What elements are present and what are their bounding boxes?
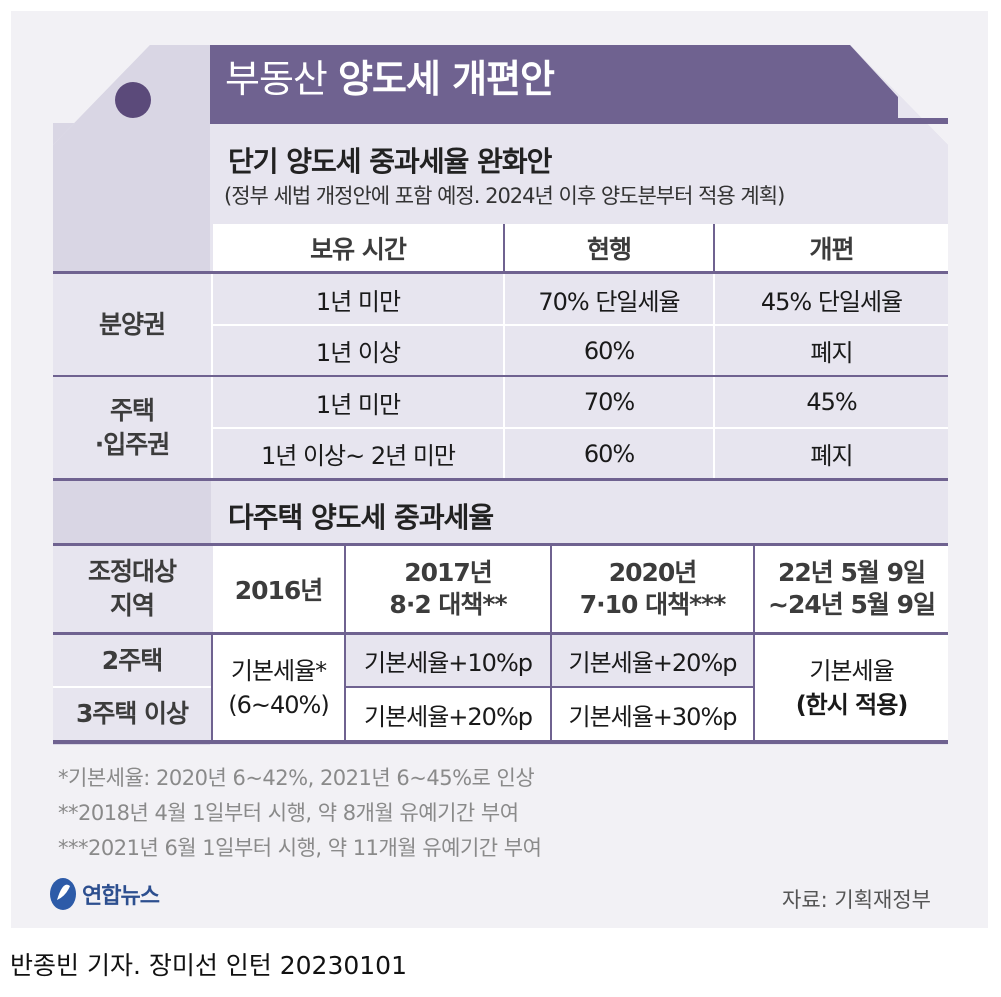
footnote: *기본세율: 2020년 6~42%, 2021년 6~45%로 인상 bbox=[58, 766, 535, 790]
cell-current: 70% bbox=[505, 377, 713, 427]
title-light: 부동산 bbox=[225, 57, 328, 101]
credit-caption: 반종빈 기자. 장미선 인턴 20230101 bbox=[10, 951, 407, 980]
col-line: 2017년 bbox=[404, 558, 493, 587]
cell-line: (한시 적용) bbox=[795, 690, 909, 719]
col-2016: 2016년 bbox=[213, 546, 344, 632]
cell-period: 1년 미만 bbox=[213, 274, 503, 324]
col-divider bbox=[753, 546, 755, 632]
grid-line bbox=[53, 686, 211, 688]
region-label: 조정대상 지역 bbox=[53, 546, 211, 632]
table-rule bbox=[53, 543, 948, 546]
table-rule bbox=[53, 632, 948, 635]
grid-line bbox=[211, 635, 213, 740]
group-label-house: 주택 ·입주권 bbox=[53, 377, 211, 478]
cell-line: 기본세율* bbox=[230, 656, 327, 685]
grid-line bbox=[344, 635, 346, 740]
cell-period: 1년 미만 bbox=[213, 377, 503, 427]
header-reform: 개편 bbox=[715, 224, 948, 271]
title-bold: 양도세 개편안 bbox=[337, 57, 555, 101]
cell-current: 60% bbox=[505, 429, 713, 478]
col-divider bbox=[344, 546, 346, 632]
grid-line bbox=[213, 427, 948, 429]
cell-reform: 45% 단일세율 bbox=[715, 274, 948, 324]
yonhap-logo: 연합뉴스 bbox=[48, 876, 160, 912]
header-period: 보유 시간 bbox=[213, 224, 503, 271]
section1-subtitle: (정부 세법 개정안에 포함 예정. 2024년 이후 양도분부터 적용 계획) bbox=[224, 184, 785, 208]
col-line: 8·2 대책** bbox=[389, 590, 507, 619]
col-line: 7·10 대책*** bbox=[579, 590, 727, 619]
cell-line: (6~40%) bbox=[228, 690, 329, 719]
header-divider bbox=[713, 224, 715, 271]
title-bar-underline bbox=[210, 118, 948, 124]
header-current: 현행 bbox=[505, 224, 713, 271]
region-label-line: 지역 bbox=[109, 591, 155, 620]
col-2020: 2020년 7·10 대책*** bbox=[552, 546, 753, 632]
cell-2016: 기본세율* (6~40%) bbox=[213, 635, 344, 740]
cell-period: 1년 이상~ 2년 미만 bbox=[213, 429, 503, 478]
section1-title: 단기 양도세 중과세율 완화안 bbox=[228, 145, 552, 178]
row-label-3house: 3주택 이상 bbox=[53, 688, 211, 740]
cell-reform: 폐지 bbox=[715, 429, 948, 478]
cell-2017-2house: 기본세율+10%p bbox=[346, 635, 550, 686]
group-label-line: 주택 bbox=[109, 395, 155, 425]
col-divider bbox=[550, 546, 552, 632]
cell-2017-3house: 기본세율+20%p bbox=[346, 688, 550, 740]
tag-hole-icon bbox=[115, 82, 151, 118]
page-title: 부동산 양도세 개편안 bbox=[225, 48, 555, 103]
grid-line bbox=[213, 324, 948, 326]
group-label-presale-right: 분양권 bbox=[53, 274, 211, 375]
footnote: ***2021년 6월 1일부터 시행, 약 11개월 유예기간 부여 bbox=[58, 836, 542, 860]
header-divider bbox=[503, 224, 505, 271]
col-line: 2020년 bbox=[608, 558, 698, 587]
section2-spacer bbox=[53, 481, 211, 543]
cell-current: 기본세율 (한시 적용) bbox=[755, 635, 948, 740]
cell-line: 기본세율 bbox=[809, 656, 894, 685]
table-rule bbox=[53, 375, 948, 377]
cell-reform: 45% bbox=[715, 377, 948, 427]
grid-line bbox=[753, 635, 755, 740]
col-line: 22년 5월 9일 bbox=[778, 558, 926, 587]
col-line: ~24년 5월 9일 bbox=[768, 590, 936, 619]
col-current: 22년 5월 9일 ~24년 5월 9일 bbox=[755, 546, 948, 632]
yonhap-logo-icon bbox=[50, 878, 76, 910]
row-label-2house: 2주택 bbox=[53, 635, 211, 686]
col-2017: 2017년 8·2 대책** bbox=[346, 546, 550, 632]
source-text: 자료: 기획재정부 bbox=[782, 888, 931, 912]
table-rule bbox=[53, 478, 948, 481]
region-label-line: 조정대상 bbox=[87, 557, 177, 586]
cell-reform: 폐지 bbox=[715, 326, 948, 375]
cell-current: 70% 단일세율 bbox=[505, 274, 713, 324]
title-bar bbox=[210, 45, 898, 123]
cell-2020-2house: 기본세율+20%p bbox=[552, 635, 753, 686]
table-rule bbox=[53, 271, 948, 274]
cell-current: 60% bbox=[505, 326, 713, 375]
table-bottom-rule bbox=[53, 740, 948, 744]
cell-2020-3house: 기본세율+30%p bbox=[552, 688, 753, 740]
logo-text: 연합뉴스 bbox=[82, 884, 160, 909]
footnote: **2018년 4월 1일부터 시행, 약 8개월 유예기간 부여 bbox=[58, 801, 519, 825]
section2-title: 다주택 양도세 중과세율 bbox=[228, 501, 494, 534]
cell-period: 1년 이상 bbox=[213, 326, 503, 375]
group-label-line: ·입주권 bbox=[94, 429, 170, 459]
grid-line bbox=[346, 686, 753, 688]
